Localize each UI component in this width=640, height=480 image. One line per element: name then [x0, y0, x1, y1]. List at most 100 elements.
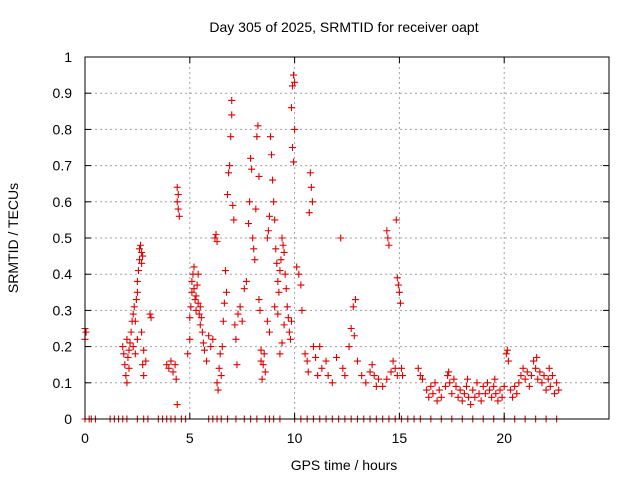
- data-point: [266, 133, 274, 141]
- data-point: [257, 346, 265, 354]
- data-point: [339, 364, 347, 372]
- data-point: [271, 216, 279, 224]
- data-point: [230, 216, 238, 224]
- data-point: [129, 310, 137, 318]
- data-point: [249, 234, 257, 242]
- data-point: [248, 165, 256, 173]
- data-point: [121, 361, 129, 369]
- y-tick-label: 0.4: [53, 266, 73, 282]
- data-point: [278, 339, 286, 347]
- data-point: [231, 321, 239, 329]
- data-point: [123, 335, 131, 343]
- data-point: [385, 241, 393, 249]
- x-tick-label: 5: [186, 430, 194, 446]
- data-point: [238, 317, 246, 325]
- data-point: [254, 122, 262, 130]
- data-point: [234, 310, 242, 318]
- data-point: [219, 317, 227, 325]
- data-point: [279, 241, 287, 249]
- data-point: [276, 350, 284, 358]
- data-point: [548, 372, 556, 380]
- data-point: [491, 375, 499, 383]
- data-point: [312, 353, 320, 361]
- data-point: [454, 393, 462, 401]
- x-tick-label: 15: [392, 430, 408, 446]
- data-point: [295, 270, 303, 278]
- data-point: [503, 346, 511, 354]
- data-point: [190, 263, 198, 271]
- data-point: [290, 71, 298, 79]
- data-point: [322, 357, 330, 365]
- data-point: [140, 346, 148, 354]
- x-tick-label: 0: [81, 430, 89, 446]
- data-point: [261, 368, 269, 376]
- data-point: [458, 397, 466, 405]
- data-point: [456, 386, 464, 394]
- data-point: [191, 296, 199, 304]
- data-point: [190, 285, 198, 293]
- data-point: [341, 372, 349, 380]
- data-point: [297, 281, 305, 289]
- data-point: [251, 256, 259, 264]
- data-point: [236, 303, 244, 311]
- data-point: [506, 386, 514, 394]
- data-point: [277, 256, 285, 264]
- data-point: [247, 154, 255, 162]
- data-point: [163, 361, 171, 369]
- data-point: [509, 393, 517, 401]
- data-point: [287, 104, 295, 112]
- data-point: [130, 303, 138, 311]
- data-point: [324, 372, 332, 380]
- data-point: [193, 281, 201, 289]
- data-point: [511, 382, 519, 390]
- data-point: [517, 372, 525, 380]
- data-point: [233, 361, 241, 369]
- y-tick-label: 0.5: [53, 230, 73, 246]
- data-point: [460, 390, 468, 398]
- data-point: [222, 288, 230, 296]
- data-point: [494, 397, 502, 405]
- data-point: [389, 357, 397, 365]
- data-point: [396, 299, 404, 307]
- data-point: [224, 191, 232, 199]
- data-point: [175, 212, 183, 220]
- data-point: [387, 368, 395, 376]
- data-point: [538, 379, 546, 387]
- data-point: [366, 368, 374, 376]
- data-point: [265, 328, 273, 336]
- data-point: [215, 364, 223, 372]
- grid-lines: [85, 57, 609, 419]
- x-axis-label: GPS time / hours: [291, 457, 398, 473]
- data-point: [139, 361, 147, 369]
- data-point: [314, 372, 322, 380]
- data-point: [358, 372, 366, 380]
- data-point: [293, 263, 301, 271]
- data-point: [496, 386, 504, 394]
- data-point: [533, 353, 541, 361]
- data-point: [286, 335, 294, 343]
- data-point: [226, 162, 234, 170]
- data-point: [138, 328, 146, 336]
- data-point: [132, 296, 140, 304]
- data-point: [274, 310, 282, 318]
- data-point: [120, 350, 128, 358]
- data-point: [269, 176, 277, 184]
- data-point: [304, 368, 312, 376]
- data-point: [383, 227, 391, 235]
- data-point: [448, 390, 456, 398]
- data-point: [258, 375, 266, 383]
- data-point: [194, 270, 202, 278]
- data-point: [283, 303, 291, 311]
- data-point: [416, 372, 424, 380]
- data-point: [242, 277, 250, 285]
- data-point: [384, 234, 392, 242]
- data-point: [301, 350, 309, 358]
- data-point: [221, 267, 229, 275]
- data-point: [142, 357, 150, 365]
- data-point: [351, 296, 359, 304]
- data-point: [282, 285, 290, 293]
- data-point: [392, 216, 400, 224]
- data-point: [328, 379, 336, 387]
- data-point: [280, 248, 288, 256]
